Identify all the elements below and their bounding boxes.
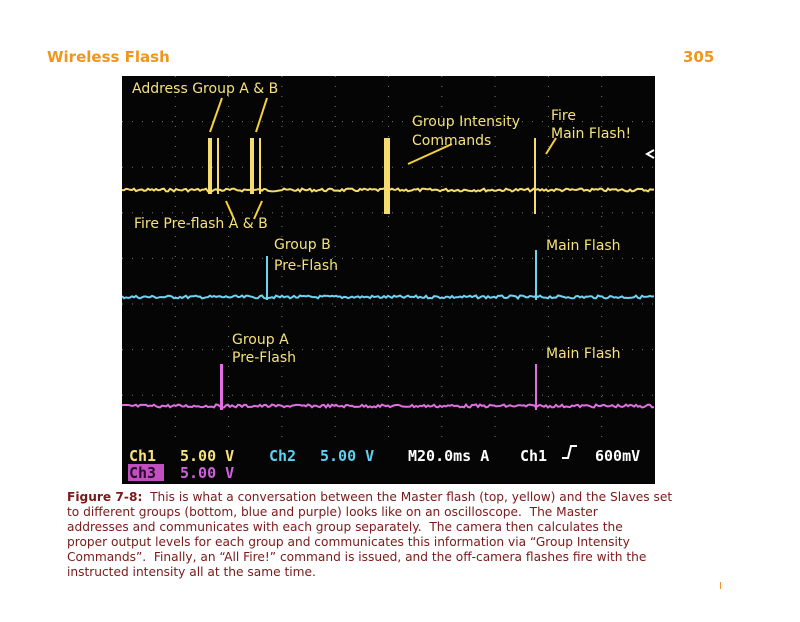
annotation: Group A <box>232 332 289 348</box>
trigger-marker <box>644 149 655 159</box>
annotation: Pre-Flash <box>232 350 296 366</box>
pulse <box>266 256 268 300</box>
figure-caption: Figure 7-8: This is what a conversation … <box>67 490 727 580</box>
trace <box>122 294 655 301</box>
channel-label: Ch3 <box>129 464 156 482</box>
pulse <box>259 138 261 194</box>
caption-label: Figure 7-8: <box>67 490 143 504</box>
channel-scale: 5.00 V <box>320 447 374 465</box>
caption-line: proper output levels for each group and … <box>67 535 630 549</box>
page-number: 305 <box>683 48 715 66</box>
annotation: Pre-Flash <box>274 258 338 274</box>
annotation: Group Intensity <box>412 114 520 130</box>
pulse <box>208 138 212 194</box>
pulse <box>217 138 219 194</box>
trigger-slope-icon <box>562 445 577 459</box>
annotation: Group B <box>274 237 331 253</box>
channel-scale: 5.00 V <box>180 447 234 465</box>
grid <box>122 76 655 441</box>
caption-line: Commands”. Finally, an “All Fire!” comma… <box>67 550 647 564</box>
pulse <box>535 250 537 300</box>
timebase: M20.0ms A <box>408 447 489 465</box>
header-title: Wireless Flash <box>47 48 170 66</box>
caption-line: Figure 7-8: This is what a conversation … <box>67 490 727 505</box>
pulse <box>384 138 390 214</box>
annotation: Main Flash <box>546 238 621 254</box>
annotation: Fire Pre-flash A & B <box>134 216 268 232</box>
caption-text: This is what a conversation between the … <box>150 490 673 504</box>
channel-label: Ch2 <box>269 447 296 465</box>
pulse <box>220 364 223 410</box>
annotation: Main Flash! <box>551 126 631 142</box>
trigger-level: 600mV <box>595 447 640 465</box>
trace <box>122 402 655 410</box>
annotation: Commands <box>412 133 491 149</box>
traces <box>122 138 655 410</box>
caption-line: addresses and communicates with each gro… <box>67 520 623 534</box>
annotation: Address Group A & B <box>132 81 278 97</box>
channel-badge <box>128 464 164 481</box>
margin-mark <box>720 582 721 589</box>
annotation: Main Flash <box>546 346 621 362</box>
channel-scale: 5.00 V <box>180 464 234 482</box>
caption-line: instructed intensity all at the same tim… <box>67 565 316 579</box>
caption-line: to different groups (bottom, blue and pu… <box>67 505 598 519</box>
pulse <box>535 364 537 410</box>
channel-label: Ch1 <box>129 447 156 465</box>
oscilloscope-screenshot: Address Group A & B Fire Pre-flash A & B… <box>122 76 655 484</box>
annotation: Fire <box>551 108 576 124</box>
pointers <box>209 97 557 220</box>
pulse <box>250 138 254 194</box>
trigger-source: Ch1 <box>520 447 547 465</box>
pulse <box>534 138 536 214</box>
